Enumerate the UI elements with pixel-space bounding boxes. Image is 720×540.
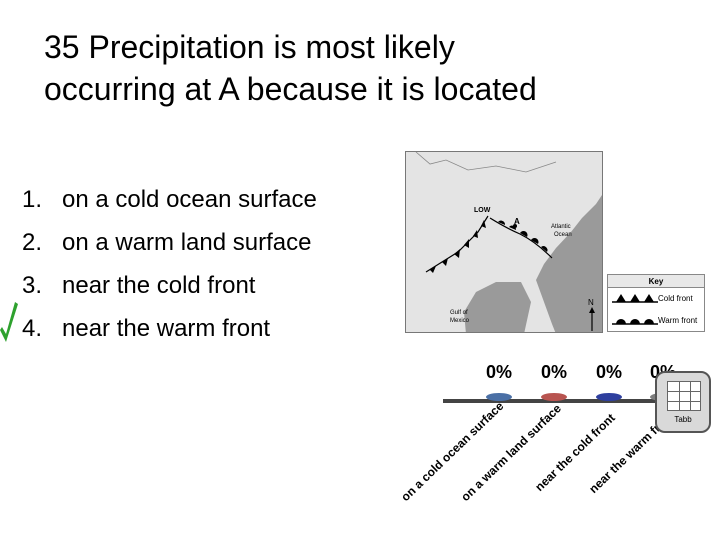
value-label-2: 0%: [541, 362, 568, 382]
key-row-warm: Warm front: [608, 310, 704, 332]
answer-options: 1. on a cold ocean surface 2. on a warm la…: [22, 178, 317, 350]
category-label-2: on a warm land surface: [458, 401, 564, 504]
bar-option-3: [596, 393, 622, 401]
gulf-label-2: Mexico: [450, 318, 470, 324]
option-number: 3.: [22, 271, 43, 299]
option-text: on a cold ocean surface: [62, 185, 317, 213]
option-text: near the cold front: [62, 271, 256, 299]
weather-map: LOW A Atlantic Ocean Gulf of Mexico: [405, 151, 603, 333]
value-label-3: 0%: [596, 362, 623, 382]
tabb-label: Tabb: [674, 415, 692, 424]
option-number: 2.: [22, 228, 43, 256]
key-warm-label: Warm front: [658, 316, 698, 325]
option-number: 1.: [22, 185, 43, 213]
map-drawing: LOW A Atlantic Ocean Gulf of Mexico: [406, 152, 602, 332]
warm-front-symbol-icon: [612, 319, 658, 325]
key-title: Key: [608, 275, 704, 288]
map-key: Key Cold front Warm front: [607, 274, 705, 332]
category-label-1: on a cold ocean surface: [398, 398, 507, 504]
north-arrow: N: [588, 298, 596, 333]
cold-front-symbol-icon: [612, 294, 658, 303]
ocean-label-2: Ocean: [554, 232, 572, 238]
checkmark-icon: [0, 302, 18, 342]
point-a-label: A: [514, 217, 520, 226]
key-row-cold: Cold front: [608, 288, 704, 310]
ocean-label-1: Atlantic: [551, 224, 571, 230]
option-text: on a warm land surface: [62, 228, 312, 256]
option-3[interactable]: 3. near the cold front: [22, 264, 317, 307]
option-1[interactable]: 1. on a cold ocean surface: [22, 178, 317, 221]
north-arrow-icon: [589, 307, 595, 331]
option-text: near the warm front: [62, 314, 271, 342]
value-label-1: 0%: [486, 362, 513, 382]
option-number: 4.: [22, 314, 43, 342]
chart-baseline: [443, 399, 663, 403]
bar-option-2: [541, 393, 567, 401]
low-label: LOW: [474, 207, 491, 214]
table-grid-icon: [667, 381, 701, 411]
north-label: N: [588, 298, 594, 307]
question-title: 35 Precipitation is most likely occurrin…: [44, 26, 664, 110]
option-2[interactable]: 2. on a warm land surface: [22, 221, 317, 264]
key-cold-label: Cold front: [658, 294, 693, 303]
title-line-1: 35 Precipitation is most likely: [44, 29, 455, 65]
option-4[interactable]: 4. near the warm front: [22, 307, 317, 350]
bar-option-1: [486, 393, 512, 401]
tabb-button[interactable]: Tabb: [655, 371, 711, 433]
title-line-2: occurring at A because it is located: [44, 71, 537, 107]
gulf-label-1: Gulf of: [450, 310, 468, 316]
